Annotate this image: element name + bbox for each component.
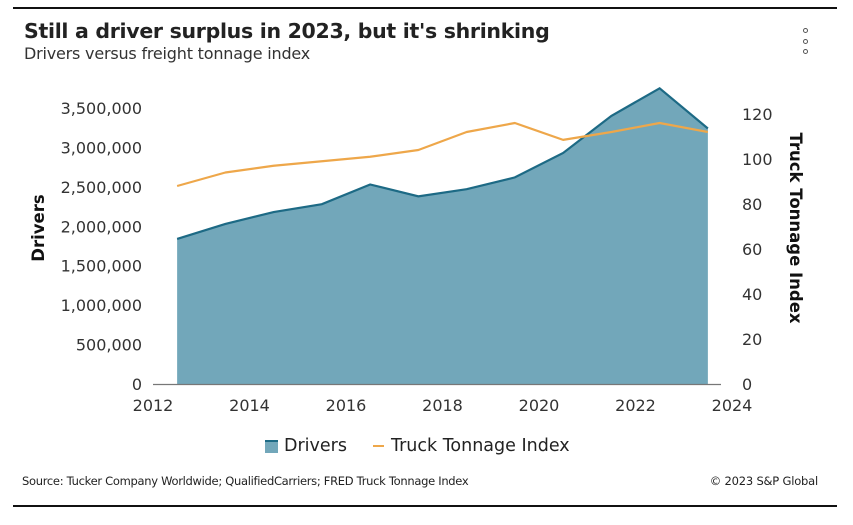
x-tick-label: 2016 xyxy=(326,396,367,415)
left-tick-label: 2,000,000 xyxy=(61,217,142,236)
right-axis-ticks: 0 20 40 60 80 100 120 xyxy=(742,105,773,394)
right-tick-label: 20 xyxy=(742,330,762,349)
x-tick-label: 2020 xyxy=(519,396,560,415)
top-rule xyxy=(13,7,837,9)
right-tick-label: 120 xyxy=(742,105,773,124)
left-tick-label: 1,000,000 xyxy=(61,296,142,315)
left-tick-label: 0 xyxy=(132,375,142,394)
x-tick-label: 2024 xyxy=(712,396,753,415)
more-vertical-icon-dot xyxy=(802,38,808,44)
right-tick-label: 0 xyxy=(742,375,752,394)
plot-area xyxy=(153,86,721,386)
x-tick-label: 2022 xyxy=(615,396,656,415)
left-tick-label: 3,500,000 xyxy=(61,99,142,118)
copyright-note: © 2023 S&P Global xyxy=(709,474,818,488)
left-tick-label: 1,500,000 xyxy=(61,257,142,276)
chart-title: Still a driver surplus in 2023, but it's… xyxy=(24,19,550,43)
legend-swatch-tonnage xyxy=(372,445,384,447)
drivers-line xyxy=(176,86,709,240)
drivers-area xyxy=(177,88,708,385)
x-axis-ticks: 2012 2014 2016 2018 2020 2022 2024 xyxy=(133,396,753,415)
chart-subtitle: Drivers versus freight tonnage index xyxy=(24,44,311,63)
x-tick-label: 2014 xyxy=(229,396,270,415)
right-tick-label: 100 xyxy=(742,150,773,169)
tonnage-line xyxy=(176,121,709,188)
legend-swatch-drivers xyxy=(265,439,278,453)
right-axis-title: Truck Tonnage Index xyxy=(786,132,805,323)
source-note: Source: Tucker Company Worldwide; Qualif… xyxy=(22,474,469,488)
right-tick-label: 60 xyxy=(742,240,762,259)
right-tick-label: 80 xyxy=(742,195,762,214)
left-axis-title: Drivers xyxy=(29,194,48,262)
left-tick-label: 3,000,000 xyxy=(61,138,142,157)
left-tick-label: 2,500,000 xyxy=(61,178,142,197)
right-tick-label: 40 xyxy=(742,285,762,304)
left-axis-ticks: 0 500,000 1,000,000 1,500,000 2,000,000 2,500… xyxy=(61,99,142,394)
more-vertical-icon xyxy=(802,28,808,33)
legend-label-tonnage: Truck Tonnage Index xyxy=(390,436,570,456)
legend: Drivers Truck Tonnage Index xyxy=(265,436,570,456)
legend-label-drivers: Drivers xyxy=(284,436,347,456)
x-tick-label: 2018 xyxy=(422,396,463,415)
more-vertical-icon-dot xyxy=(802,49,808,54)
left-tick-label: 500,000 xyxy=(76,336,142,355)
bottom-rule xyxy=(13,505,837,507)
x-tick-label: 2012 xyxy=(133,396,174,415)
more-options-button[interactable] xyxy=(796,28,814,54)
